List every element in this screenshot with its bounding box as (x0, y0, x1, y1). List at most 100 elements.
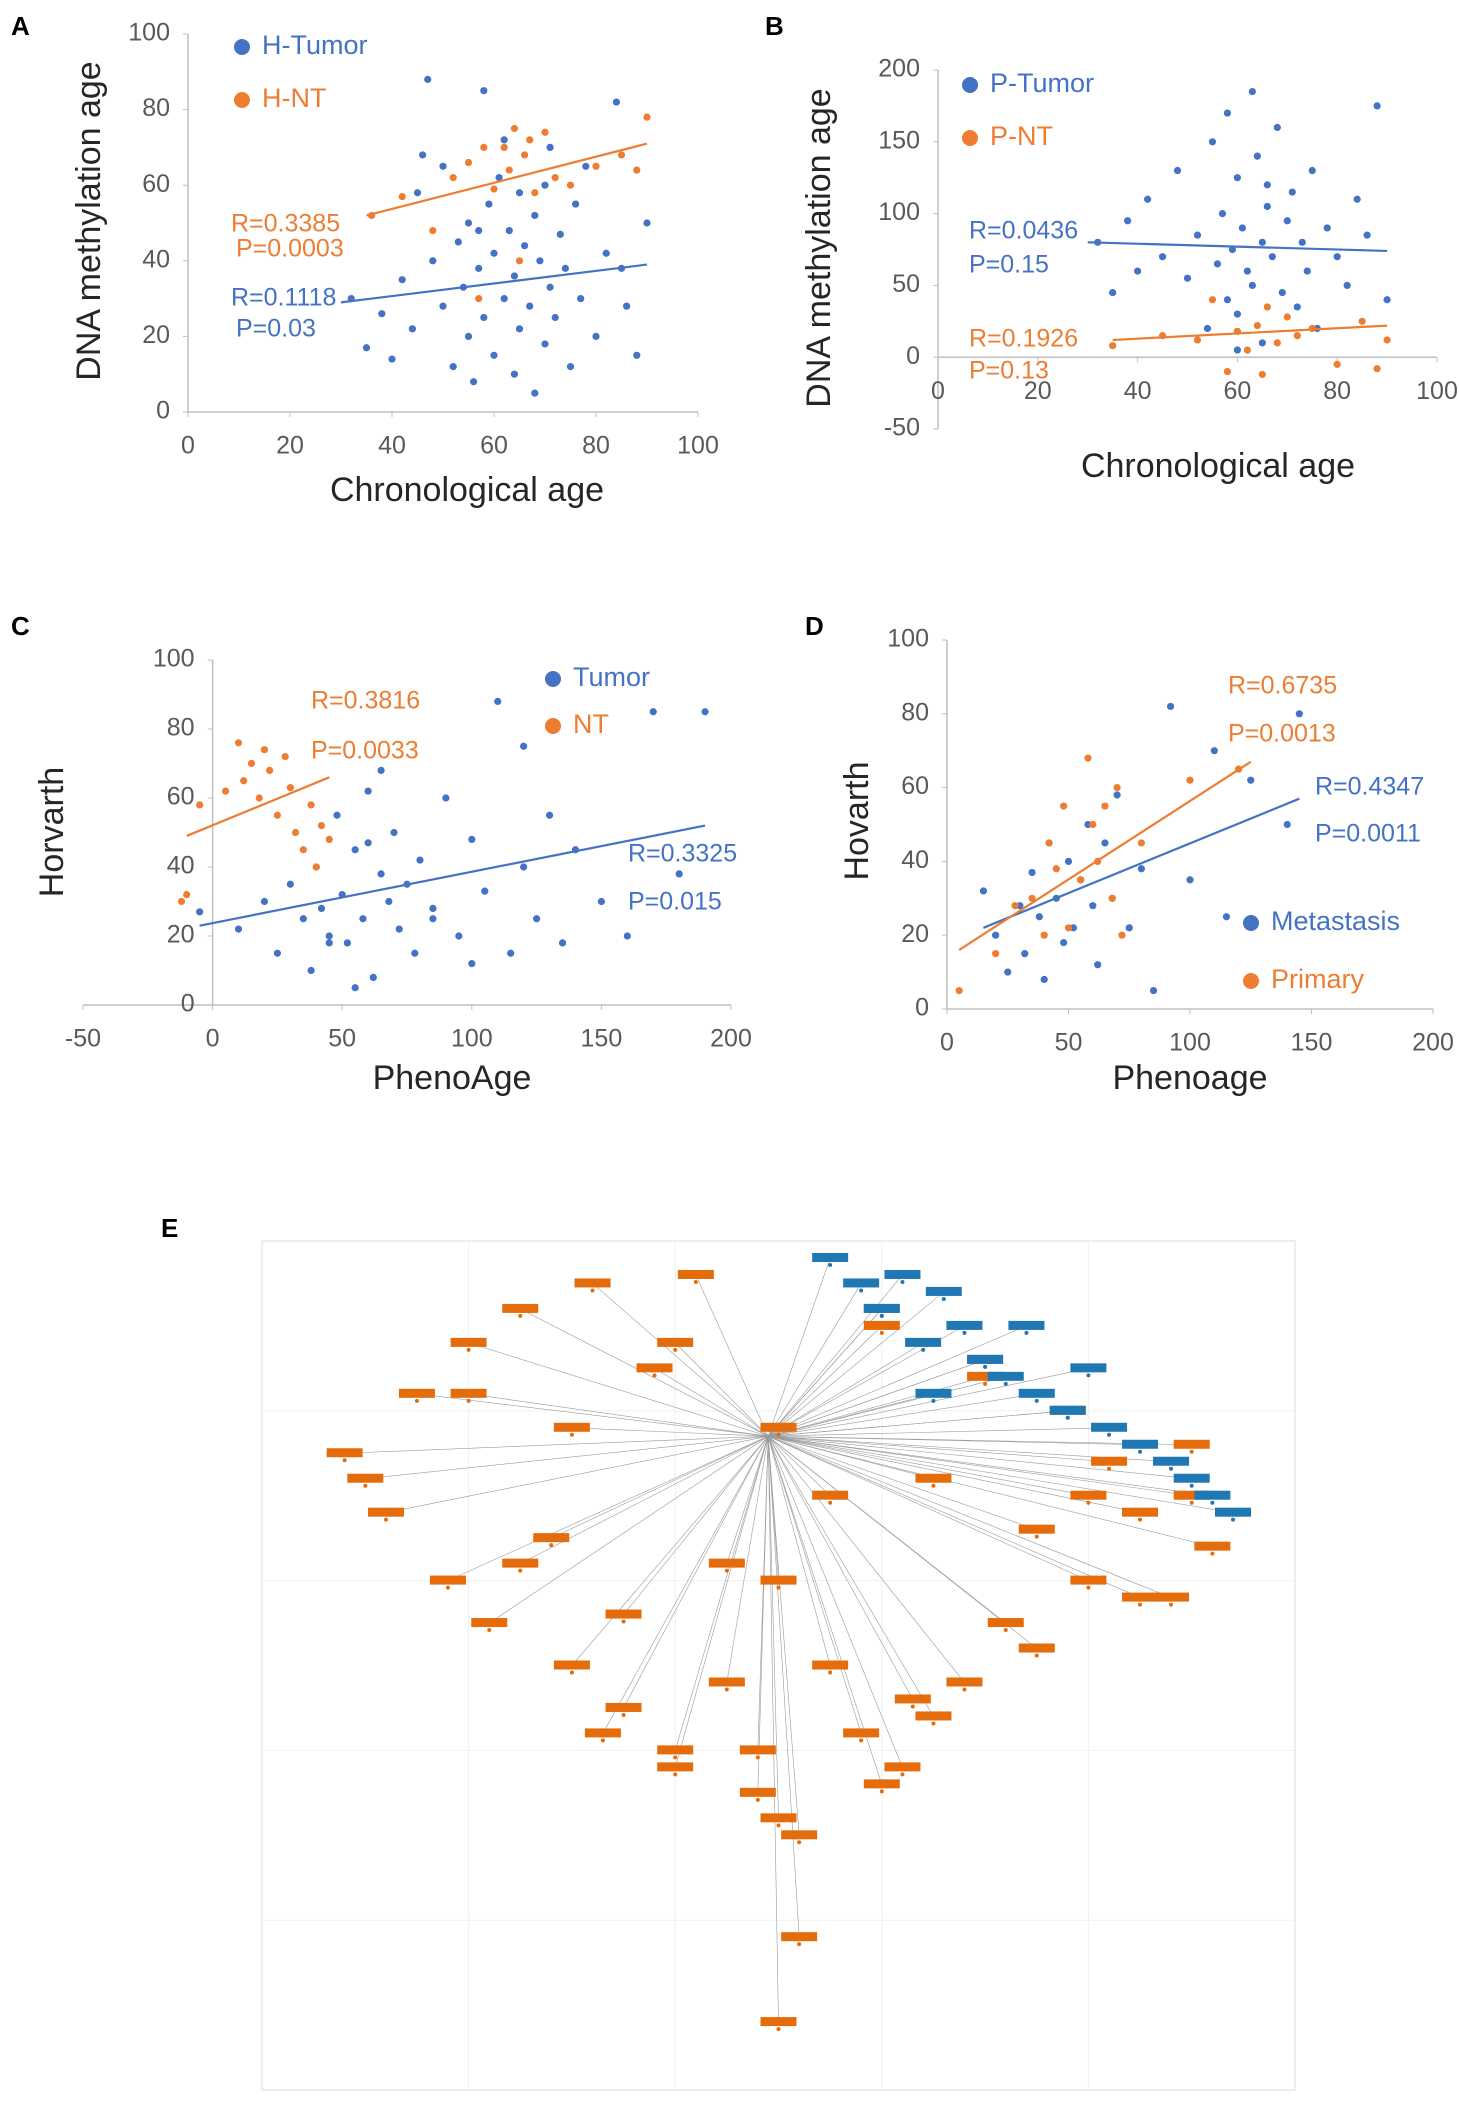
point (546, 283, 554, 291)
point (286, 880, 294, 888)
point (955, 986, 963, 995)
label-box (502, 1303, 539, 1313)
point (983, 1364, 988, 1369)
label-box (367, 1507, 404, 1517)
point (621, 1712, 626, 1717)
point (325, 835, 333, 844)
point (962, 1330, 967, 1335)
point (1137, 865, 1145, 873)
y-tick-label: 0 (915, 994, 929, 1022)
point (1268, 253, 1276, 261)
ray (767, 1436, 779, 1819)
trend-line (983, 797, 1300, 929)
point (1035, 913, 1043, 921)
x-tick-label: 100 (677, 432, 719, 460)
annotation: R=0.4347 (1315, 773, 1424, 801)
point (1208, 138, 1217, 146)
x-tick-label: 20 (1024, 377, 1052, 405)
point (1258, 370, 1266, 379)
point (1308, 166, 1316, 175)
y-tick-label: 0 (181, 990, 195, 1018)
label-box (967, 1354, 1004, 1364)
point (541, 340, 549, 348)
x-tick-label: 0 (931, 377, 945, 405)
ray (768, 1435, 1089, 1581)
point (1373, 365, 1381, 373)
point (1248, 87, 1256, 96)
point (1113, 791, 1121, 799)
y-axis-label: Horvarth (33, 767, 71, 897)
point (385, 897, 393, 906)
point (900, 1772, 905, 1777)
x-tick-label: 0 (181, 432, 195, 460)
y-tick-label: 60 (901, 772, 929, 800)
panel-label: D (805, 611, 824, 641)
point (464, 332, 473, 340)
y-tick-label: 150 (878, 126, 920, 154)
point (558, 939, 567, 947)
annotation: P=0.015 (628, 888, 722, 916)
point (931, 1483, 936, 1488)
point (673, 1347, 678, 1352)
point (495, 174, 503, 182)
point (992, 931, 1000, 939)
label-box (946, 1677, 983, 1687)
point (1137, 839, 1145, 847)
label-box (1153, 1456, 1190, 1466)
label-box (1122, 1592, 1159, 1602)
point (673, 1772, 678, 1777)
x-axis-label: Phenoage (1112, 1059, 1267, 1097)
point (546, 143, 554, 151)
y-tick-label: 100 (887, 625, 929, 653)
point (1060, 938, 1068, 947)
point (343, 939, 351, 947)
point (1134, 267, 1142, 275)
ray (767, 1436, 800, 1836)
point (1086, 1373, 1091, 1378)
label-box (760, 1422, 797, 1432)
point (351, 846, 359, 854)
y-axis-label: DNA methylation age (800, 88, 838, 407)
x-tick-label: 40 (1124, 377, 1152, 405)
point (1125, 924, 1133, 932)
point (566, 181, 575, 189)
point (464, 158, 473, 167)
point (1186, 876, 1194, 884)
ray (768, 1435, 1192, 1496)
point (520, 863, 528, 871)
point (1173, 166, 1182, 175)
point (1077, 876, 1085, 884)
label-box (1215, 1507, 1252, 1517)
label-box (863, 1320, 900, 1330)
point (510, 124, 518, 133)
point (1233, 346, 1241, 354)
label-box (1070, 1575, 1107, 1585)
point (1383, 336, 1391, 344)
point (196, 908, 204, 916)
point (515, 189, 524, 197)
label-box (812, 1252, 849, 1262)
point (398, 276, 406, 284)
point (1247, 776, 1255, 784)
label-box (946, 1320, 983, 1330)
point (1183, 274, 1192, 282)
point (549, 1543, 554, 1548)
y-tick-label: 40 (142, 245, 170, 273)
point (776, 1823, 781, 1828)
ray (695, 1274, 769, 1437)
panel-label: E (161, 1213, 178, 1243)
label-box (605, 1702, 642, 1712)
point (921, 1347, 926, 1352)
ray (468, 1342, 769, 1437)
ray (768, 1435, 1141, 1446)
ray (654, 1368, 769, 1437)
point (1303, 267, 1311, 275)
trend-line (366, 142, 648, 217)
legend-marker (545, 671, 561, 687)
point (1034, 1398, 1039, 1403)
point (429, 904, 437, 913)
ray (767, 1436, 831, 1496)
point (962, 1687, 967, 1692)
point (592, 162, 600, 170)
ray (468, 1393, 769, 1437)
